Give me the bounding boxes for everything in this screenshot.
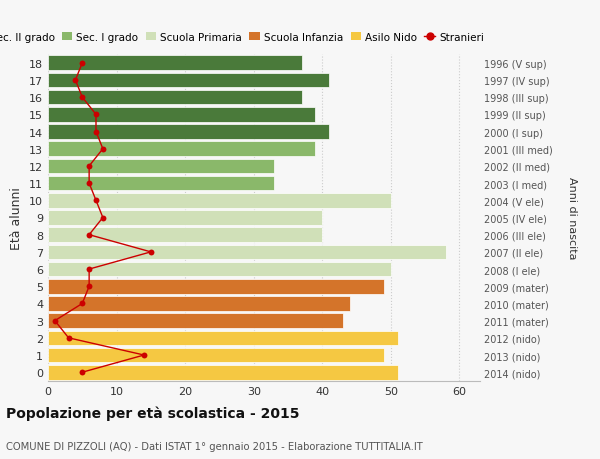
Point <box>64 335 73 342</box>
Bar <box>48 365 398 380</box>
Point <box>98 214 107 222</box>
Bar <box>48 228 322 242</box>
Bar <box>48 194 391 208</box>
Point <box>77 369 87 376</box>
Point <box>77 94 87 101</box>
Legend: Sec. II grado, Sec. I grado, Scuola Primaria, Scuola Infanzia, Asilo Nido, Stran: Sec. II grado, Sec. I grado, Scuola Prim… <box>0 28 488 47</box>
Bar <box>48 176 274 191</box>
Y-axis label: Anni di nascita: Anni di nascita <box>567 177 577 259</box>
Bar <box>48 331 398 345</box>
Point <box>71 77 80 84</box>
Bar <box>48 108 316 123</box>
Bar <box>48 142 316 157</box>
Point <box>91 112 101 119</box>
Point <box>77 60 87 67</box>
Point <box>85 283 94 290</box>
Bar <box>48 73 329 88</box>
Point <box>85 231 94 239</box>
Point <box>50 317 59 325</box>
Y-axis label: Età alunni: Età alunni <box>10 187 23 249</box>
Text: Popolazione per età scolastica - 2015: Popolazione per età scolastica - 2015 <box>6 405 299 420</box>
Bar <box>48 245 446 260</box>
Bar <box>48 56 302 71</box>
Point <box>85 180 94 187</box>
Point <box>91 129 101 136</box>
Point <box>77 300 87 308</box>
Bar <box>48 91 302 105</box>
Bar <box>48 211 322 225</box>
Bar <box>48 297 350 311</box>
Bar <box>48 313 343 328</box>
Point <box>98 146 107 153</box>
Bar <box>48 280 384 294</box>
Point <box>91 197 101 205</box>
Bar <box>48 262 391 277</box>
Text: COMUNE DI PIZZOLI (AQ) - Dati ISTAT 1° gennaio 2015 - Elaborazione TUTTITALIA.IT: COMUNE DI PIZZOLI (AQ) - Dati ISTAT 1° g… <box>6 441 423 451</box>
Point <box>85 163 94 170</box>
Point <box>146 249 155 256</box>
Point <box>85 266 94 273</box>
Bar <box>48 159 274 174</box>
Bar <box>48 125 329 140</box>
Point <box>139 352 149 359</box>
Bar <box>48 348 384 363</box>
